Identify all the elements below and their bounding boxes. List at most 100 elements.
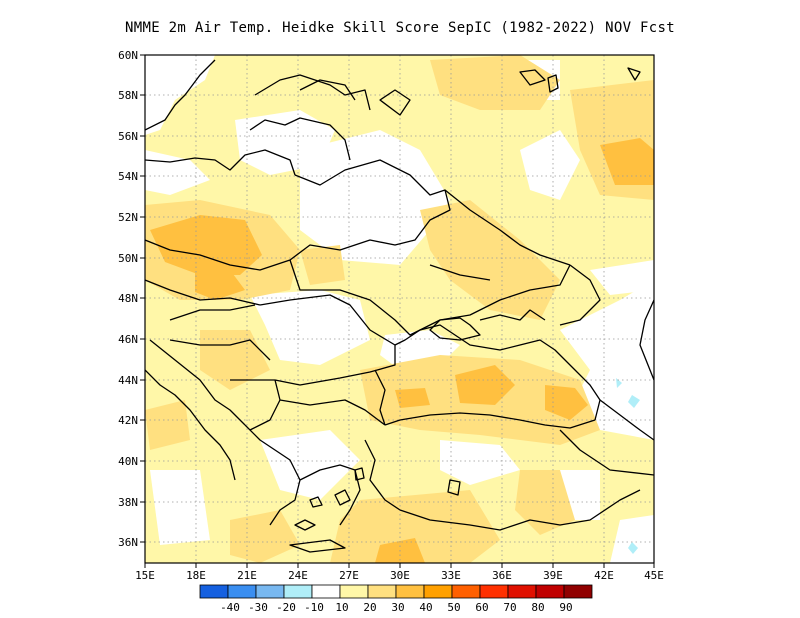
region-orange bbox=[600, 138, 654, 185]
islands bbox=[289, 467, 461, 553]
coastlines-borders bbox=[145, 59, 654, 553]
region-white bbox=[145, 55, 215, 135]
colorbar-label: -40 bbox=[220, 601, 240, 614]
region-white bbox=[610, 515, 654, 563]
lat-label: 60N bbox=[118, 49, 138, 62]
colorbar-label: 80 bbox=[531, 601, 544, 614]
colorbar-swatch bbox=[199, 584, 229, 599]
lon-label: 36E bbox=[492, 569, 512, 582]
colorbar-label: -30 bbox=[248, 601, 268, 614]
lon-label: 18E bbox=[186, 569, 206, 582]
region-blue bbox=[628, 395, 640, 408]
colorbar-swatch bbox=[339, 584, 369, 599]
lon-label: 15E bbox=[135, 569, 155, 582]
colorbar-label: 70 bbox=[503, 601, 516, 614]
colorbar-label: -20 bbox=[276, 601, 296, 614]
region-blue bbox=[628, 542, 638, 554]
lon-labels: 15E 18E 21E 24E 27E 30E 33E 36E 39E 42E … bbox=[135, 569, 664, 582]
colorbar-label: 10 bbox=[335, 601, 348, 614]
region-white bbox=[590, 260, 654, 295]
lon-label: 30E bbox=[390, 569, 410, 582]
colorbar-swatch bbox=[367, 584, 397, 599]
grid bbox=[145, 55, 654, 563]
border-balkans bbox=[149, 339, 386, 431]
colorbar-swatch bbox=[283, 584, 313, 599]
lat-label: 56N bbox=[118, 130, 138, 143]
region-white bbox=[150, 470, 210, 545]
colorbar-swatch bbox=[311, 584, 341, 599]
colorbar-swatch bbox=[563, 584, 593, 599]
colorbar-label: 20 bbox=[363, 601, 376, 614]
colorbar bbox=[199, 584, 593, 599]
lat-label: 44N bbox=[118, 374, 138, 387]
lat-label: 48N bbox=[118, 292, 138, 305]
lat-label: 46N bbox=[118, 333, 138, 346]
border-turkey bbox=[559, 399, 654, 476]
colorbar-labels: -40 -30 -20 -10 10 20 30 40 50 60 70 80 … bbox=[220, 601, 573, 614]
region-orange bbox=[455, 365, 515, 405]
coast-anatolia bbox=[399, 489, 641, 531]
region-orange-light bbox=[300, 245, 345, 285]
region-orange bbox=[395, 388, 430, 408]
colorbar-label: 50 bbox=[447, 601, 460, 614]
region-orange-light bbox=[145, 400, 190, 450]
region-orange-light bbox=[420, 200, 560, 320]
border-poland bbox=[145, 239, 291, 306]
lat-label: 54N bbox=[118, 170, 138, 183]
region-orange bbox=[150, 215, 262, 275]
region-orange-light bbox=[515, 470, 575, 535]
colorbar-swatch bbox=[395, 584, 425, 599]
colorbar-label: -10 bbox=[304, 601, 324, 614]
heatmap-field bbox=[145, 55, 654, 563]
lake-ladoga bbox=[379, 89, 411, 116]
coast-finland bbox=[254, 74, 371, 111]
region-orange bbox=[195, 270, 245, 300]
colorbar-swatch bbox=[255, 584, 285, 599]
lon-label: 27E bbox=[339, 569, 359, 582]
lat-label: 36N bbox=[118, 536, 138, 549]
region-white bbox=[520, 130, 580, 200]
coast-azov bbox=[479, 309, 546, 321]
lon-label: 33E bbox=[441, 569, 461, 582]
region-white bbox=[440, 440, 520, 485]
map-title: NMME 2m Air Temp. Heidke Skill Score Sep… bbox=[125, 20, 675, 36]
region-white bbox=[250, 290, 370, 365]
border-belarus bbox=[289, 159, 451, 261]
border-hungary bbox=[169, 304, 271, 361]
border-russia bbox=[429, 264, 601, 326]
coast-crimea bbox=[429, 317, 481, 341]
coast-black-sea bbox=[374, 324, 601, 429]
lon-label: 21E bbox=[237, 569, 257, 582]
lat-label: 42N bbox=[118, 414, 138, 427]
lat-label: 40N bbox=[118, 455, 138, 468]
colorbar-label: 90 bbox=[559, 601, 572, 614]
region-orange-light bbox=[230, 510, 300, 563]
lat-label: 52N bbox=[118, 211, 138, 224]
lon-label: 42E bbox=[594, 569, 614, 582]
region-white bbox=[260, 430, 360, 500]
tick-marks bbox=[140, 54, 655, 568]
coast-adriatic bbox=[145, 369, 236, 481]
lat-label: 58N bbox=[118, 89, 138, 102]
colorbar-swatch bbox=[423, 584, 453, 599]
lon-label: 45E bbox=[644, 569, 664, 582]
region-orange-light bbox=[430, 55, 560, 110]
colorbar-swatch bbox=[451, 584, 481, 599]
colorbar-swatch bbox=[227, 584, 257, 599]
coast-baltic bbox=[145, 59, 356, 176]
colorbar-swatch bbox=[479, 584, 509, 599]
region-blue bbox=[616, 378, 622, 388]
lat-labels: 60N 58N 56N 54N 52N 50N 48N 46N 44N 42N … bbox=[118, 49, 138, 549]
colorbar-label: 60 bbox=[475, 601, 488, 614]
lat-label: 50N bbox=[118, 252, 138, 265]
region-orange bbox=[545, 385, 588, 420]
region-orange-light bbox=[330, 490, 500, 563]
lon-label: 24E bbox=[288, 569, 308, 582]
border-ukraine bbox=[289, 189, 571, 336]
lat-label: 38N bbox=[118, 496, 138, 509]
colorbar-label: 30 bbox=[391, 601, 404, 614]
lakes-north bbox=[519, 67, 641, 93]
colorbar-swatch bbox=[535, 584, 565, 599]
colorbar-swatch bbox=[507, 584, 537, 599]
